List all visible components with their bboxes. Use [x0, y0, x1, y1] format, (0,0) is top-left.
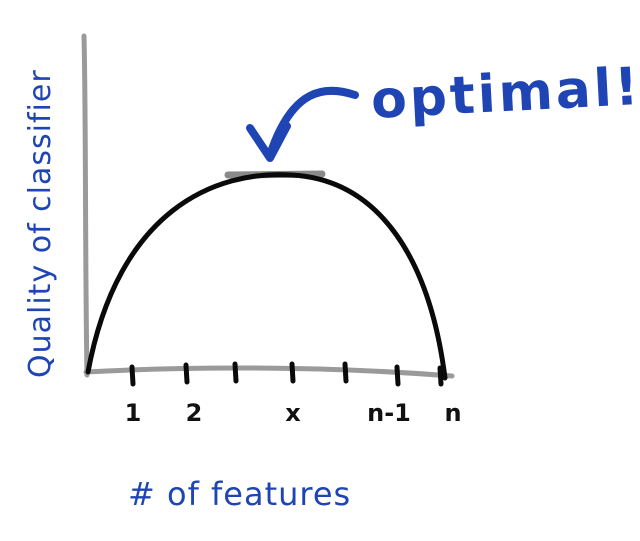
x-axis-label: # of features: [128, 475, 351, 513]
tick-2: [183, 362, 190, 385]
tick-label-n: n: [444, 399, 461, 427]
x-ticks: [129, 361, 444, 387]
optimal-annotation: optimal!: [370, 57, 640, 131]
tick-1: [129, 364, 136, 387]
y-axis: [81, 33, 90, 378]
tick-label-n-1: n-1: [367, 399, 411, 427]
x-tick-labels: 1 2 x n-1 n: [125, 399, 462, 427]
tick-x: [289, 361, 296, 384]
y-axis-label: Quality of classifier: [23, 69, 58, 378]
annotation-arrow: [246, 86, 359, 162]
tick-3: [232, 361, 239, 384]
tick-5: [342, 361, 349, 384]
x-axis: [83, 365, 455, 379]
tick-n-1: [394, 364, 401, 387]
tick-label-2: 2: [186, 399, 203, 427]
tick-label-x: x: [285, 399, 301, 427]
tick-n: [437, 365, 444, 387]
quality-curve: [85, 172, 448, 381]
tick-label-1: 1: [125, 399, 142, 427]
